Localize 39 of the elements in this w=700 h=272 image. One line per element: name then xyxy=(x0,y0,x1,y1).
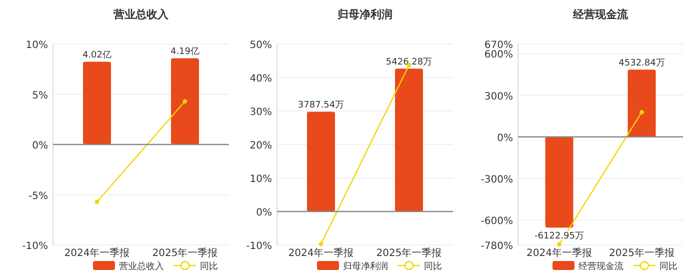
y-tick-label: 30% xyxy=(250,107,272,118)
legend-label: 同比 xyxy=(424,261,442,272)
x-tick-label: 2025年一季报 xyxy=(152,247,218,259)
chart-title: 营业总收入 xyxy=(112,8,170,21)
y-tick-label: -10% xyxy=(22,241,48,252)
legend-label: 营业总收入 xyxy=(119,261,164,272)
y-tick-label: 600% xyxy=(484,50,513,61)
x-tick-label: 2025年一季报 xyxy=(376,247,442,259)
y-tick-label: 300% xyxy=(484,91,513,102)
y-tick-label: -5% xyxy=(28,190,48,202)
data-label: 3787.54万 xyxy=(298,100,344,111)
y-tick-label: 20% xyxy=(250,140,272,152)
y-tick-label: 10% xyxy=(26,40,48,51)
legend-label: 归母净利润 xyxy=(343,261,388,272)
data-label: 4.02亿 xyxy=(82,50,112,61)
y-tick-label: -300% xyxy=(480,174,513,186)
y-tick-label: 0% xyxy=(497,132,513,144)
data-label: 4532.84万 xyxy=(618,58,665,69)
x-tick-label: 2024年一季报 xyxy=(64,247,130,259)
chart-title: 经营现金流 xyxy=(572,8,629,21)
y-tick-label: 5% xyxy=(32,90,48,102)
chart-title: 归母净利润 xyxy=(336,8,392,21)
y-tick-label: 10% xyxy=(250,174,272,185)
x-tick-label: 2024年一季报 xyxy=(288,247,354,259)
x-tick-label: 2024年一季报 xyxy=(526,247,592,259)
y-tick-label: -600% xyxy=(480,216,513,228)
data-label: 4.19亿 xyxy=(170,46,200,58)
y-tick-label: -780% xyxy=(480,241,513,252)
y-tick-label: 0% xyxy=(256,208,272,218)
data-label: 5426.28万 xyxy=(386,58,432,68)
x-tick-label: 2025年一季报 xyxy=(609,247,674,259)
y-tick-label: 0% xyxy=(32,140,48,152)
legend-label: 同比 xyxy=(660,261,678,272)
legend-label: 同比 xyxy=(200,261,218,272)
y-tick-label: 50% xyxy=(250,40,272,51)
y-tick-label: 40% xyxy=(250,74,272,84)
y-tick-label: -10% xyxy=(246,241,272,252)
legend-label: 经营现金流 xyxy=(578,261,624,272)
y-tick-label: 670% xyxy=(484,40,513,51)
